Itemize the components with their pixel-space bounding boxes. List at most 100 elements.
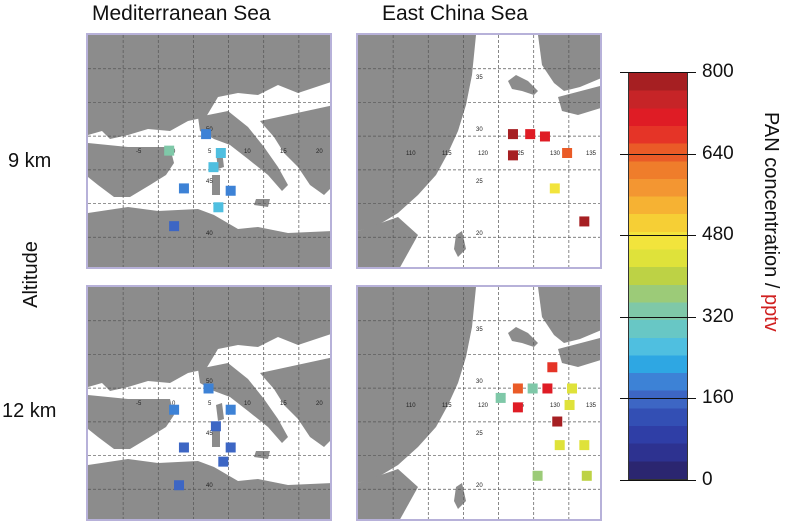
grid-lon-label: 20: [316, 401, 323, 407]
observation-marker: [512, 383, 523, 394]
observation-marker: [225, 185, 236, 196]
grid-lon-label: 120: [478, 403, 489, 409]
land-shape: [118, 287, 152, 327]
observation-marker: [164, 145, 175, 156]
observation-marker: [552, 416, 563, 427]
grid-lon-label: -5: [136, 401, 142, 407]
observation-marker: [579, 440, 590, 451]
land-shape: [260, 105, 330, 195]
grid-lon-label: 10: [244, 401, 251, 407]
land-shape: [358, 217, 418, 267]
grid-lat-label: 50: [206, 379, 213, 385]
grid-lon-label: 0: [172, 401, 176, 407]
colorbar-tick-label: 800: [702, 61, 734, 82]
land-shape: [538, 35, 600, 91]
grid-lon-label: 110: [406, 403, 416, 409]
land-shape: [88, 287, 112, 347]
observation-marker: [213, 202, 224, 213]
land-shape: [88, 459, 330, 519]
colorbar-tick-line: [620, 235, 696, 237]
observation-marker: [174, 480, 185, 491]
grid-lat-label: 20: [476, 483, 483, 489]
grid-lon-label: -5: [136, 149, 142, 155]
colorbar-title-unit: pptv: [760, 293, 782, 332]
land-shape: [88, 395, 174, 449]
land-shape: [508, 75, 538, 95]
colorbar-tick-line: [620, 480, 696, 481]
land-shape: [254, 199, 270, 207]
grid-lat-label: 20: [476, 231, 483, 237]
observation-marker: [208, 162, 219, 173]
grid-lon-label: 115: [442, 403, 452, 409]
colorbar-tick-label: 0: [702, 469, 713, 490]
colorbar-tick-line: [620, 316, 696, 318]
land-shape: [216, 403, 224, 421]
map-panel-ecs-9km: 110 115 120 125 130 135 20 25 30 35: [356, 33, 602, 269]
colorbar-tick-line: [620, 398, 696, 400]
column-title-east-china-sea: East China Sea: [382, 2, 528, 25]
land-shape: [212, 427, 220, 447]
grid-lat-label: 30: [476, 379, 483, 385]
observation-marker: [495, 392, 506, 403]
grid-lon-label: 5: [208, 401, 212, 407]
observation-marker: [507, 129, 518, 140]
land-shape: [88, 143, 174, 197]
observation-marker: [169, 404, 180, 415]
colorbar-tick-label: 480: [702, 224, 734, 246]
grid-lon-label: 110: [406, 151, 416, 157]
observation-marker: [201, 129, 212, 140]
observation-marker: [527, 383, 538, 394]
land-shape: [558, 86, 600, 115]
colorbar-title-main: PAN concentration /: [760, 112, 782, 294]
land-shape: [118, 35, 152, 75]
land-shape: [88, 207, 330, 267]
grid-lon-label: 115: [442, 151, 452, 157]
observation-marker: [525, 129, 536, 140]
land-shape: [260, 357, 330, 447]
observation-marker: [564, 400, 575, 410]
altitude-axis-label: Altitude: [19, 241, 42, 308]
observation-marker: [547, 362, 558, 373]
observation-marker: [532, 470, 543, 481]
observation-marker: [178, 442, 189, 453]
colorbar-tick-line: [620, 72, 696, 73]
row-label-12km: 12 km: [2, 400, 57, 422]
grid-lat-label: 30: [476, 127, 483, 133]
observation-marker: [542, 383, 553, 394]
colorbar-tick-line: [620, 153, 696, 155]
row-label-9km: 9 km: [8, 150, 52, 172]
land-shape: [454, 231, 466, 257]
land-shape: [358, 469, 418, 519]
land-shape: [508, 327, 538, 347]
observation-marker: [203, 383, 214, 394]
observation-marker: [210, 421, 221, 432]
grid-lon-label: 125: [514, 151, 525, 157]
column-title-mediterranean: Mediterranean Sea: [92, 2, 271, 25]
land-shape: [558, 338, 600, 367]
observation-marker: [554, 440, 565, 451]
land-shape: [454, 483, 466, 509]
observation-marker: [539, 131, 550, 142]
land-shape: [538, 287, 600, 343]
map-svg-ecs-9km: 110 115 120 125 130 135 20 25 30 35: [358, 35, 600, 267]
grid-lat-label: 45: [206, 431, 213, 437]
observation-marker: [579, 216, 590, 227]
land-shape: [358, 35, 476, 231]
grid-lat-label: 35: [476, 75, 483, 81]
map-svg-med-12km: -5 0 5 10 15 20 40 45 50: [88, 287, 330, 519]
grid-lon-label: 15: [280, 401, 287, 407]
grid-lon-label: 130: [550, 151, 561, 157]
observation-marker: [215, 148, 226, 158]
grid-lon-label: 20: [316, 149, 323, 155]
grid-lon-label: 120: [478, 151, 489, 157]
colorbar-title: PAN concentration / pptv: [759, 112, 782, 332]
land-shape: [212, 175, 220, 195]
grid-lon-label: 15: [280, 149, 287, 155]
observation-marker: [178, 183, 189, 194]
grid-lat-label: 35: [476, 327, 483, 333]
grid-lon-label: 5: [208, 149, 212, 155]
observation-marker: [218, 456, 229, 467]
